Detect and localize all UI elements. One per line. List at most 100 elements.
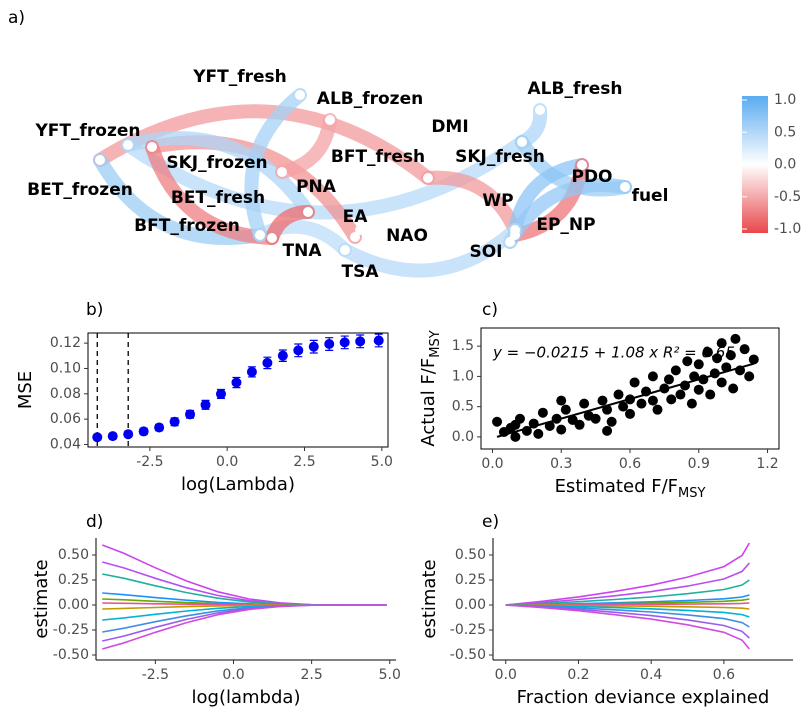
data-point	[492, 416, 503, 427]
coefficient-path	[505, 579, 750, 606]
data-point	[556, 395, 567, 406]
data-point	[652, 404, 663, 415]
y-tick-label: 0.00	[58, 597, 89, 613]
panel-label: a)	[8, 8, 25, 28]
data-point	[613, 389, 624, 400]
y-tick-label: -0.25	[53, 622, 89, 638]
data-point	[666, 394, 677, 405]
data-point	[693, 359, 704, 370]
annotation: y = −0.0215 + 1.08 x R² = 0.65	[492, 344, 735, 362]
data-point	[597, 395, 608, 406]
data-point	[682, 356, 693, 367]
coefficient-path	[505, 604, 750, 650]
y-tick-label: 0.08	[50, 386, 81, 402]
data-point	[739, 344, 750, 355]
node-dot	[423, 173, 433, 183]
colorbar-label: 0.5	[774, 124, 796, 140]
y-axis-title: estimate	[31, 559, 52, 638]
data-point	[625, 394, 635, 405]
data-point	[574, 419, 585, 430]
x-tick-label: 0.2	[567, 667, 589, 683]
node-label: EP_NP	[536, 215, 595, 235]
node-dot	[355, 225, 365, 235]
y-tick-label: 0.50	[58, 547, 89, 563]
network-edge	[421, 170, 522, 237]
node-label: fuel	[632, 186, 669, 206]
data-point	[324, 339, 335, 350]
data-point	[579, 398, 590, 409]
data-point	[716, 338, 727, 349]
axis-title-text: Actual F/F	[418, 358, 439, 447]
data-point	[728, 383, 739, 394]
panel-label: b)	[86, 300, 103, 320]
node-label: SKJ_frozen	[166, 153, 267, 173]
x-axis-title: Estimated F/FMSY	[555, 476, 706, 501]
node-dot	[95, 155, 105, 165]
x-tick-label: 0.0	[216, 454, 238, 470]
node-label: TSA	[342, 262, 380, 282]
network-edge	[145, 140, 279, 245]
colorbar-label: 0.0	[774, 157, 796, 173]
data-point	[618, 401, 629, 412]
data-point	[709, 368, 720, 379]
x-axis-title: Fraction deviance explained	[517, 687, 770, 708]
node-dot	[277, 167, 287, 177]
data-point	[625, 408, 635, 419]
coefficient-path	[505, 604, 750, 618]
y-tick-label: -0.25	[450, 622, 486, 638]
data-point	[537, 407, 548, 418]
axis-title-subscript: MSY	[678, 486, 705, 501]
data-point	[355, 336, 366, 347]
data-point	[510, 431, 521, 442]
y-tick-label: 0.5	[452, 399, 474, 415]
data-point	[730, 333, 741, 344]
data-point	[185, 409, 196, 420]
data-point	[590, 413, 601, 424]
node-dot	[267, 233, 277, 243]
data-point	[246, 366, 257, 377]
node-dot	[457, 145, 467, 155]
y-tick-label: 1.0	[452, 368, 474, 384]
data-point	[716, 377, 727, 388]
node-dot	[620, 182, 630, 192]
node-dot	[510, 230, 520, 240]
data-point	[602, 425, 613, 436]
node-label: WP	[482, 191, 513, 211]
data-point	[308, 341, 319, 352]
data-point	[107, 431, 118, 442]
data-point	[693, 384, 704, 395]
data-point	[686, 398, 697, 409]
coefficient-path	[505, 542, 751, 606]
coefficient-path	[505, 562, 750, 606]
x-tick-label: 2.5	[293, 454, 315, 470]
axis-title-text: log(Lambda)	[181, 474, 295, 495]
node-label: PDO	[571, 167, 612, 187]
data-point	[725, 350, 736, 361]
x-tick-label: 0.0	[495, 667, 517, 683]
network-edge	[121, 131, 315, 219]
y-tick-label: -0.50	[450, 647, 486, 663]
node-label: BET_frozen	[27, 180, 133, 200]
node-label: YFT_fresh	[192, 67, 287, 87]
data-point	[689, 371, 700, 382]
data-point	[528, 418, 539, 429]
x-tick-label: 0.9	[688, 456, 710, 472]
y-tick-label: 0.00	[455, 597, 486, 613]
node-dot	[340, 245, 350, 255]
node-dot	[325, 115, 335, 125]
y-axis-title: MSE	[15, 371, 36, 409]
data-point	[262, 357, 273, 368]
x-tick-label: 2.5	[300, 667, 322, 683]
data-point	[521, 425, 532, 436]
node-label: YFT_frozen	[34, 121, 140, 141]
y-tick-label: 0.10	[50, 360, 81, 376]
x-axis-title: log(Lambda)	[181, 474, 295, 495]
y-axis-title: estimate	[419, 559, 440, 638]
x-tick-label: 1.2	[756, 456, 778, 472]
data-point	[560, 404, 571, 415]
data-point	[675, 389, 686, 400]
x-tick-label: 0.3	[550, 456, 572, 472]
node-dot	[147, 142, 157, 152]
y-axis-title: Actual F/FMSY	[418, 330, 443, 446]
node-dot	[255, 230, 265, 240]
